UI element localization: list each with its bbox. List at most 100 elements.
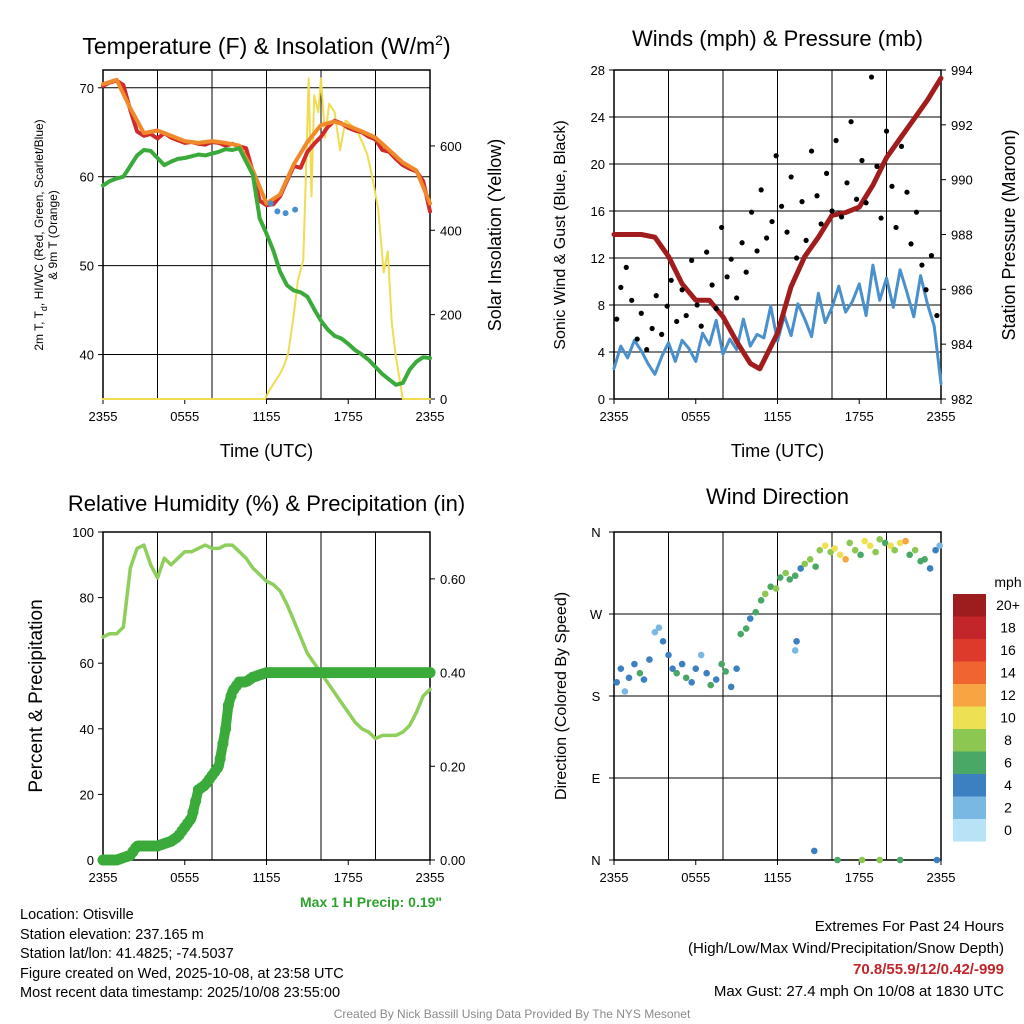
colorbar-swatch-9 xyxy=(953,796,986,819)
gust-point xyxy=(778,203,785,209)
direction-point xyxy=(797,565,804,572)
gust-point xyxy=(634,336,640,342)
gust-point xyxy=(823,170,830,176)
gust-point xyxy=(734,295,740,301)
direction-point xyxy=(821,542,829,549)
y-tick-label-left-2-3: 40 xyxy=(80,722,94,737)
y-label-part: 2m T, T xyxy=(32,310,46,350)
title-superscript: 2 xyxy=(435,32,443,48)
y-tick-label-right-2-2: 0.20 xyxy=(440,759,465,774)
y-tick-label-right-1-2: 990 xyxy=(951,173,973,188)
colorbar-swatch-10 xyxy=(953,819,986,842)
x-tick-label-1-2: 1155 xyxy=(764,409,792,424)
x-tick-label-2-3: 1755 xyxy=(334,870,363,885)
direction-point xyxy=(761,590,769,598)
direction-point xyxy=(733,665,740,672)
y-tick-label-left-1-6: 4 xyxy=(598,345,605,360)
direction-point xyxy=(742,625,750,632)
colorbar-swatch-5 xyxy=(953,706,986,729)
direction-point xyxy=(846,539,854,547)
gust-point xyxy=(868,74,875,80)
direction-point xyxy=(767,583,774,590)
series-line-td xyxy=(101,146,432,387)
x-tick-label-2-2: 1155 xyxy=(253,870,281,885)
direction-point xyxy=(921,556,928,563)
direction-point xyxy=(791,572,799,580)
colorbar-label-6: 8 xyxy=(1004,732,1012,748)
direction-point xyxy=(876,535,883,543)
y-axis-label-humidity: Percent & Precipitation xyxy=(26,599,47,792)
gust-point xyxy=(743,269,749,275)
y-tick-label-right-0-2: 200 xyxy=(440,308,462,323)
colorbar-swatch-2 xyxy=(953,639,986,662)
gust-point xyxy=(764,235,770,241)
direction-point xyxy=(816,546,824,554)
direction-point xyxy=(926,565,934,572)
recent-timestamp: Most recent data timestamp: 2025/10/08 2… xyxy=(20,985,341,1001)
station-location: Location: Otisville xyxy=(20,907,134,923)
series-line-pressure xyxy=(611,75,944,372)
direction-point xyxy=(692,665,700,672)
gust-point xyxy=(618,284,624,290)
x-tick-label-0-2: 1155 xyxy=(253,409,281,424)
gust-point xyxy=(773,153,779,159)
gust-point xyxy=(668,277,674,283)
direction-point xyxy=(876,856,883,864)
y-tick-label-right-1-5: 984 xyxy=(951,337,973,352)
direction-point xyxy=(902,537,909,545)
direction-point xyxy=(613,679,621,686)
x-tick-label-1-0: 2355 xyxy=(600,409,629,424)
gust-point xyxy=(814,193,820,199)
direction-point xyxy=(936,542,943,549)
x-tick-label-3-4: 2355 xyxy=(927,870,956,885)
direction-point xyxy=(746,615,754,622)
hiwc-point xyxy=(292,206,299,213)
gust-point xyxy=(659,331,665,337)
gust-point xyxy=(908,241,914,247)
gust-point xyxy=(803,237,809,243)
direction-point xyxy=(673,669,680,677)
y-axis-label-temperature: 2m T, Td, HI/WC (Red, Green, Scarlet/Blu… xyxy=(32,119,49,350)
gust-point xyxy=(683,312,689,319)
direction-point xyxy=(866,542,874,549)
y-tick-label-left-3-0: N xyxy=(591,525,600,540)
colorbar-label-4: 12 xyxy=(1000,687,1016,703)
direction-point xyxy=(857,551,864,559)
gust-point xyxy=(653,293,659,299)
x-tick-label-3-0: 2355 xyxy=(600,870,629,885)
y-tick-label-left-1-1: 24 xyxy=(591,110,605,125)
max-precip-annotation: Max 1 H Precip: 0.19" xyxy=(300,894,443,910)
gust-point xyxy=(833,137,839,144)
y-tick-label-left-1-0: 28 xyxy=(591,63,605,78)
title-main: Temperature (F) & Insolation (W/m xyxy=(82,33,435,59)
direction-point xyxy=(836,551,844,559)
direction-point xyxy=(631,660,638,668)
direction-point xyxy=(772,585,780,592)
y-tick-label-right-2-3: 0.00 xyxy=(440,853,465,868)
colorbar-swatch-7 xyxy=(953,751,986,774)
colorbar-label-1: 18 xyxy=(1000,620,1016,636)
y-axis-label-solar: Solar Insolation (Yellow) xyxy=(485,139,505,331)
gust-point xyxy=(713,305,719,312)
extremes-panel: Extremes For Past 24 Hours (High/Low/Max… xyxy=(688,916,1004,1002)
direction-point xyxy=(665,651,672,659)
y-tick-label-right-1-4: 986 xyxy=(951,282,973,297)
gust-point xyxy=(878,215,884,221)
direction-point xyxy=(688,679,695,686)
gust-point xyxy=(728,256,734,262)
gust-point xyxy=(679,287,685,293)
direction-point xyxy=(932,546,939,554)
colorbar-label-9: 2 xyxy=(1004,800,1012,816)
gust-point xyxy=(818,221,824,227)
y-tick-label-left-2-2: 60 xyxy=(80,656,94,671)
gust-point xyxy=(784,229,790,235)
y-tick-label-left-1-5: 8 xyxy=(598,298,605,313)
hiwc-point xyxy=(282,210,289,217)
gust-point xyxy=(853,196,860,202)
direction-point xyxy=(625,674,633,682)
hiwc-point xyxy=(267,200,274,207)
gust-point xyxy=(874,163,880,169)
direction-point xyxy=(640,676,648,683)
direction-point xyxy=(655,624,663,631)
